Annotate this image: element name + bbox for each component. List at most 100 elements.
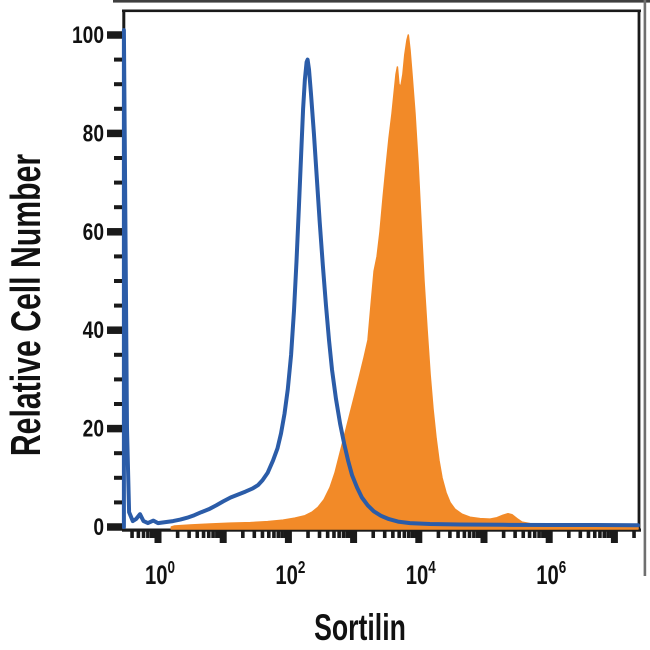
x-minor-tick <box>201 531 206 538</box>
x-minor-tick <box>586 531 591 538</box>
x-minor-tick <box>402 531 407 538</box>
x-minor-tick <box>272 531 276 538</box>
x-minor-tick <box>146 531 150 538</box>
frame-artifact-top <box>113 0 650 3</box>
x-tick-label-1e6: 106 <box>536 558 566 590</box>
x-minor-tick <box>513 531 517 538</box>
x-minor-tick <box>276 531 281 538</box>
x-minor-tick <box>567 531 571 538</box>
x-minor-tick <box>501 531 506 538</box>
y-minor-tick <box>114 156 122 160</box>
x-minor-tick <box>175 531 180 538</box>
x-minor-tick <box>195 531 200 538</box>
x-minor-tick <box>266 531 271 538</box>
x-minor-tick <box>306 531 310 538</box>
x-tick-label-1e2: 102 <box>275 558 305 590</box>
y-minor-tick <box>114 279 122 283</box>
x-minor-tick <box>472 531 476 538</box>
x-major-tick-1e0 <box>154 531 162 543</box>
x-minor-tick <box>382 531 387 538</box>
y-major-tick-20 <box>107 424 122 433</box>
x-minor-tick <box>136 531 141 538</box>
x-major-tick-1e5 <box>480 531 488 543</box>
y-minor-tick <box>114 352 122 357</box>
y-minor-tick <box>114 402 122 406</box>
x-minor-tick <box>532 531 537 538</box>
y-major-tick-100 <box>107 31 122 39</box>
x-minor-tick <box>602 531 607 538</box>
y-tick-label-100: 100 <box>72 21 104 49</box>
y-minor-tick <box>114 451 122 456</box>
frame-artifact-right <box>643 0 647 576</box>
plot-right-spine <box>637 9 641 532</box>
x-minor-tick <box>406 531 411 538</box>
x-minor-tick <box>527 531 532 538</box>
x-major-tick-1e1 <box>219 531 227 543</box>
x-minor-tick <box>462 531 467 538</box>
y-major-tick-40 <box>107 326 122 334</box>
x-minor-tick <box>632 531 636 538</box>
x-minor-tick <box>592 531 597 538</box>
y-major-tick-80 <box>107 129 122 138</box>
x-minor-tick <box>371 531 376 538</box>
x-minor-tick <box>598 531 602 538</box>
x-minor-tick <box>215 531 219 538</box>
y-minor-tick <box>114 254 122 259</box>
x-major-tick-1e4 <box>415 531 423 543</box>
x-minor-tick <box>345 531 350 538</box>
y-major-tick-60 <box>107 228 122 236</box>
x-minor-tick <box>260 531 265 538</box>
y-minor-tick <box>114 377 122 382</box>
x-major-tick-1e2 <box>284 531 292 543</box>
x-minor-tick <box>410 531 415 538</box>
x-minor-tick <box>448 531 452 538</box>
y-tick-label-0: 0 <box>93 513 104 541</box>
x-minor-tick <box>130 531 134 538</box>
x-minor-tick <box>241 531 245 538</box>
y-minor-tick <box>114 500 122 505</box>
y-minor-tick <box>114 475 122 480</box>
x-minor-tick <box>325 531 330 538</box>
y-minor-tick <box>114 180 122 185</box>
y-tick-label-60: 60 <box>83 218 104 246</box>
y-axis-title: Relative Cell Number <box>2 154 49 456</box>
x-minor-tick <box>397 531 401 538</box>
y-minor-tick <box>114 205 122 210</box>
x-minor-tick <box>578 531 583 538</box>
x-minor-tick <box>252 531 257 538</box>
y-major-tick-0 <box>107 523 122 531</box>
x-minor-tick <box>337 531 341 538</box>
x-minor-tick <box>149 531 154 538</box>
y-minor-tick <box>114 106 122 111</box>
x-axis-title: Sortilin <box>314 607 406 648</box>
x-minor-tick <box>537 531 541 538</box>
generated-plot-elements: 0 20 40 60 80 100 100 102 104 106 <box>72 0 650 591</box>
y-tick-label-40: 40 <box>83 316 104 344</box>
plot-bottom-spine <box>122 528 641 532</box>
x-minor-tick <box>187 531 191 538</box>
blue-open-histogram <box>121 28 640 529</box>
x-minor-tick <box>436 531 441 538</box>
plot-top-spine <box>122 9 641 13</box>
y-minor-tick <box>114 57 122 62</box>
x-minor-tick <box>141 531 146 538</box>
x-minor-tick <box>332 531 336 538</box>
x-minor-tick <box>280 531 284 538</box>
x-minor-tick <box>317 531 322 538</box>
x-minor-tick <box>521 531 526 538</box>
orange-filled-histogram <box>170 34 639 530</box>
x-minor-tick <box>475 531 480 538</box>
x-tick-label-1e4: 104 <box>406 558 436 590</box>
x-minor-tick <box>541 531 545 538</box>
y-tick-label-20: 20 <box>83 415 104 443</box>
x-minor-tick <box>206 531 211 538</box>
x-minor-tick <box>456 531 460 538</box>
x-minor-tick <box>391 531 395 538</box>
x-minor-tick <box>467 531 472 538</box>
x-major-tick-1e7 <box>610 531 618 543</box>
y-minor-tick <box>114 303 122 308</box>
x-minor-tick <box>606 531 610 538</box>
y-tick-label-80: 80 <box>83 119 104 147</box>
x-major-tick-1e3 <box>350 531 358 543</box>
